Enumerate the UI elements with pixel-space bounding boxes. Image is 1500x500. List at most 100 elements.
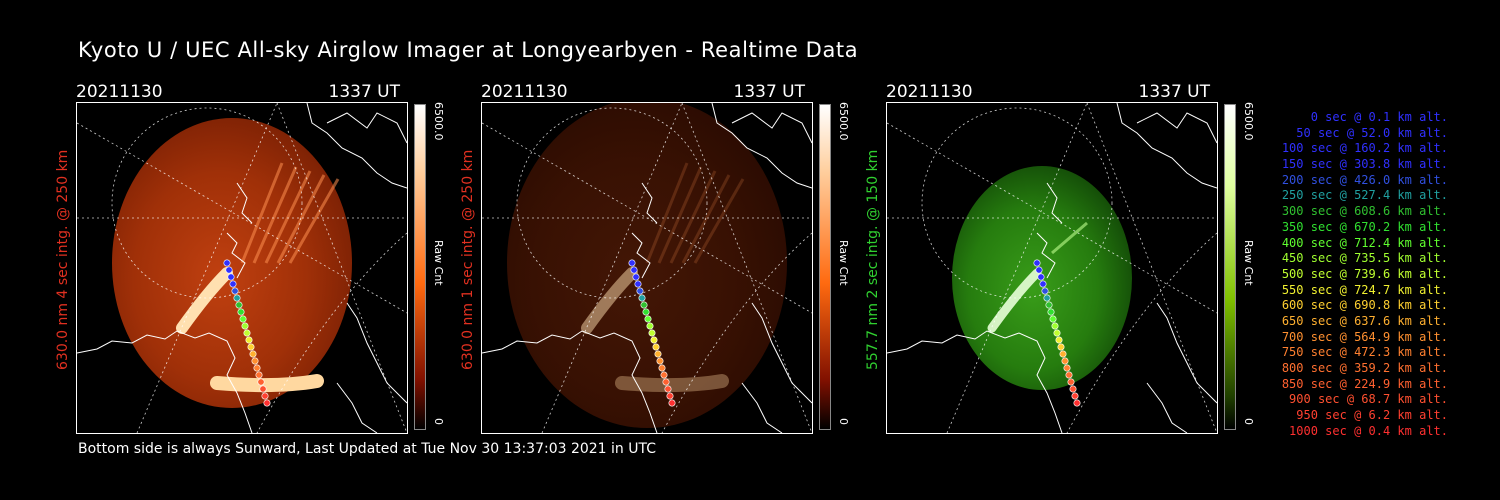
trajectory-point [247, 343, 255, 351]
legend-row: 550 sec @ 724.7 km alt. [1281, 282, 1448, 297]
trajectory-point [1065, 371, 1073, 379]
trajectory-point [263, 399, 271, 407]
trajectory-point [1033, 259, 1041, 267]
panel-2-cbar-max: 6500.0 [837, 102, 850, 141]
panel-3-channel-label: 557.7 nm 2 sec intg. @ 150 km [865, 149, 881, 370]
trajectory-point [227, 273, 235, 281]
trajectory-point [630, 266, 638, 274]
trajectory-point [652, 343, 660, 351]
trajectory-point [231, 287, 239, 295]
trajectory-point [1067, 378, 1075, 386]
legend-row: 350 sec @ 670.2 km alt. [1281, 219, 1448, 234]
trajectory-point [259, 385, 267, 393]
allsky-map [77, 103, 407, 433]
legend-row: 1000 sec @ 0.4 km alt. [1289, 423, 1448, 438]
trajectory-point [253, 364, 261, 372]
legend-row: 650 sec @ 637.6 km alt. [1281, 313, 1448, 328]
trajectory-point [249, 350, 257, 358]
trajectory-point [644, 315, 652, 323]
allsky-map [482, 103, 812, 433]
legend-row: 800 sec @ 359.2 km alt. [1281, 361, 1448, 375]
legend-row: 150 sec @ 303.8 km alt. [1281, 157, 1448, 172]
trajectory-point [668, 399, 676, 407]
trajectory-point [1055, 336, 1063, 344]
trajectory-point [634, 280, 642, 288]
trajectory-point [658, 364, 666, 372]
legend-row: 700 sec @ 564.9 km alt. [1281, 329, 1448, 344]
panel-3-cbar-max: 6500.0 [1242, 102, 1255, 141]
panel-2-cbar-unit: Raw Cnt [837, 240, 850, 286]
panel-1-time: 1337 UT [328, 82, 401, 102]
legend-row: 850 sec @ 224.9 km alt. [1281, 376, 1448, 391]
panel-3-date: 20211130 [886, 82, 973, 102]
trajectory-point [1037, 273, 1045, 281]
trajectory-point [229, 280, 237, 288]
trajectory-point [1043, 294, 1051, 302]
legend-row: 200 sec @ 426.0 km alt. [1281, 172, 1448, 187]
trajectory-point [642, 308, 650, 316]
trajectory-point [241, 322, 249, 330]
legend-row: 500 sec @ 739.6 km alt. [1281, 266, 1448, 281]
panel-3-cbar-unit: Raw Cnt [1242, 240, 1255, 286]
trajectory-point [660, 371, 668, 379]
trajectory-point [225, 266, 233, 274]
trajectory-point [1041, 287, 1049, 295]
panel-3-colorbar [1224, 104, 1236, 430]
legend-row: 0 sec @ 0.1 km alt. [1310, 110, 1448, 124]
trajectory-point [1057, 343, 1065, 351]
trajectory-point [1071, 392, 1079, 400]
trajectory-point [1073, 399, 1081, 407]
legend-row: 950 sec @ 6.2 km alt. [1296, 408, 1448, 423]
trajectory-point [646, 322, 654, 330]
page-title: Kyoto U / UEC All-sky Airglow Imager at … [78, 38, 859, 62]
trajectory-point [245, 336, 253, 344]
legend-row: 750 sec @ 472.3 km alt. [1281, 345, 1448, 360]
panel-2-cbar-min: 0 [837, 418, 850, 425]
panel-1-image [76, 102, 408, 434]
trajectory-point [235, 301, 243, 309]
trajectory-point [1035, 266, 1043, 274]
panel-2-image [481, 102, 813, 434]
trajectory-point [239, 315, 247, 323]
trajectory-point [654, 350, 662, 358]
legend-row: 300 sec @ 608.6 km alt. [1281, 204, 1448, 219]
panel-1-cbar-min: 0 [432, 418, 445, 425]
panel-3-cbar-min: 0 [1242, 418, 1255, 425]
trajectory-point [640, 301, 648, 309]
trajectory-point [1069, 385, 1077, 393]
trajectory-point [638, 294, 646, 302]
legend-row: 50 sec @ 52.0 km alt. [1296, 125, 1448, 140]
trajectory-point [666, 392, 674, 400]
legend-row: 250 sec @ 527.4 km alt. [1281, 188, 1448, 203]
panel-2-colorbar [819, 104, 831, 430]
legend-row: 450 sec @ 735.5 km alt. [1281, 251, 1448, 266]
panel-2-time: 1337 UT [733, 82, 806, 102]
panel-2-channel-label: 630.0 nm 1 sec intg. @ 250 km [460, 149, 476, 370]
trajectory-point [650, 336, 658, 344]
trajectory-point [636, 287, 644, 295]
panel-3-time: 1337 UT [1138, 82, 1211, 102]
trajectory-point [648, 329, 656, 337]
legend-row: 600 sec @ 690.8 km alt. [1281, 298, 1448, 313]
trajectory-point [1059, 350, 1067, 358]
trajectory-point [255, 371, 263, 379]
legend-row: 100 sec @ 160.2 km alt. [1281, 141, 1448, 156]
panel-1-cbar-max: 6500.0 [432, 102, 445, 141]
trajectory-point [1053, 329, 1061, 337]
panel-3-image [886, 102, 1218, 434]
panel-1-cbar-unit: Raw Cnt [432, 240, 445, 286]
trajectory-point [257, 378, 265, 386]
trajectory-point [243, 329, 251, 337]
trajectory-point [1045, 301, 1053, 309]
trajectory-point [1051, 322, 1059, 330]
trajectory-point [223, 259, 231, 267]
trajectory-point [664, 385, 672, 393]
trajectory-point [1049, 315, 1057, 323]
panel-1-date: 20211130 [76, 82, 163, 102]
panel-2-date: 20211130 [481, 82, 568, 102]
footer-note: Bottom side is always Sunward, Last Upda… [78, 441, 656, 457]
trajectory-point [233, 294, 241, 302]
trajectory-point [656, 357, 664, 365]
trajectory-point [632, 273, 640, 281]
trajectory-point [261, 392, 269, 400]
